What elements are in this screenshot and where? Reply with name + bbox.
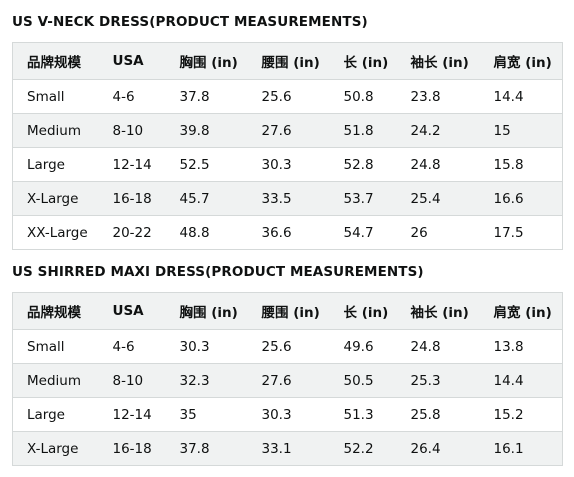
header-cell: 袖长 (in)	[396, 292, 480, 330]
table-cell: 27.6	[247, 363, 330, 398]
table-cell: 25.3	[396, 363, 480, 398]
table-cell: 52.2	[329, 431, 397, 466]
table-cell: 25.6	[247, 329, 330, 364]
table-cell: 4-6	[98, 79, 166, 114]
header-cell: 腰围 (in)	[247, 42, 330, 80]
table-cell: 49.6	[329, 329, 397, 364]
table-cell: Medium	[12, 363, 99, 398]
table-cell: 50.8	[329, 79, 397, 114]
table-cell: 8-10	[98, 113, 166, 148]
table-cell: 25.6	[247, 79, 330, 114]
table-cell: 16-18	[98, 431, 166, 466]
table-cell: 51.3	[329, 397, 397, 432]
table-cell: 54.7	[329, 215, 397, 250]
table-cell: 25.4	[396, 181, 480, 216]
header-cell: 胸围 (in)	[165, 292, 248, 330]
header-cell: 肩宽 (in)	[479, 292, 563, 330]
table-cell: 14.4	[479, 79, 563, 114]
table-cell: 52.5	[165, 147, 248, 182]
table-row: Medium 8-10 39.8 27.6 51.8 24.2 15	[12, 113, 563, 148]
table-cell: 4-6	[98, 329, 166, 364]
table-cell: X-Large	[12, 431, 99, 466]
table-cell: 23.8	[396, 79, 480, 114]
table-cell: 30.3	[247, 147, 330, 182]
header-cell: 胸围 (in)	[165, 42, 248, 80]
table-cell: Large	[12, 397, 99, 432]
table-cell: X-Large	[12, 181, 99, 216]
table-cell: 30.3	[165, 329, 248, 364]
table-cell: 39.8	[165, 113, 248, 148]
table-cell: 16.6	[479, 181, 563, 216]
table-cell: 13.8	[479, 329, 563, 364]
header-cell: 肩宽 (in)	[479, 42, 563, 80]
table-row: X-Large 16-18 37.8 33.1 52.2 26.4 16.1	[12, 431, 563, 466]
table-row: Large 12-14 35 30.3 51.3 25.8 15.2	[12, 397, 563, 432]
header-cell: 品牌规模	[12, 292, 99, 330]
table-cell: 15	[479, 113, 563, 148]
table-cell: 17.5	[479, 215, 563, 250]
table-cell: Small	[12, 329, 99, 364]
header-cell: USA	[98, 42, 166, 80]
table-cell: 30.3	[247, 397, 330, 432]
table-cell: 15.2	[479, 397, 563, 432]
table-cell: 36.6	[247, 215, 330, 250]
header-row: 品牌规模 USA 胸围 (in) 腰围 (in) 长 (in) 袖长 (in) …	[12, 42, 563, 80]
section-title: US SHIRRED MAXI DRESS(PRODUCT MEASUREMEN…	[12, 264, 424, 280]
maxi-section: US SHIRRED MAXI DRESS(PRODUCT MEASUREMEN…	[12, 262, 563, 466]
table-row: Small 4-6 37.8 25.6 50.8 23.8 14.4	[12, 79, 563, 114]
table-cell: 16-18	[98, 181, 166, 216]
table-cell: 24.8	[396, 147, 480, 182]
table-cell: 33.1	[247, 431, 330, 466]
header-cell: 腰围 (in)	[247, 292, 330, 330]
header-row: 品牌规模 USA 胸围 (in) 腰围 (in) 长 (in) 袖长 (in) …	[12, 292, 563, 330]
table-cell: 52.8	[329, 147, 397, 182]
table-row: Medium 8-10 32.3 27.6 50.5 25.3 14.4	[12, 363, 563, 398]
table-cell: 50.5	[329, 363, 397, 398]
table-cell: 8-10	[98, 363, 166, 398]
table-cell: 26.4	[396, 431, 480, 466]
table-cell: 20-22	[98, 215, 166, 250]
table-row: X-Large 16-18 45.7 33.5 53.7 25.4 16.6	[12, 181, 563, 216]
table-cell: 12-14	[98, 397, 166, 432]
table-cell: Small	[12, 79, 99, 114]
table-cell: 16.1	[479, 431, 563, 466]
header-cell: USA	[98, 292, 166, 330]
table-cell: Large	[12, 147, 99, 182]
table-row: XX-Large 20-22 48.8 36.6 54.7 26 17.5	[12, 215, 563, 250]
table-cell: 53.7	[329, 181, 397, 216]
table-cell: 24.8	[396, 329, 480, 364]
size-chart-table: 品牌规模 USA 胸围 (in) 腰围 (in) 长 (in) 袖长 (in) …	[12, 292, 563, 466]
table-cell: 14.4	[479, 363, 563, 398]
table-cell: 45.7	[165, 181, 248, 216]
table-cell: 37.8	[165, 79, 248, 114]
size-chart-table: 品牌规模 USA 胸围 (in) 腰围 (in) 长 (in) 袖长 (in) …	[12, 42, 563, 250]
header-cell: 长 (in)	[329, 42, 397, 80]
table-cell: 15.8	[479, 147, 563, 182]
vneck-section: US V-NECK DRESS(PRODUCT MEASUREMENTS) 品牌…	[12, 12, 563, 250]
header-cell: 袖长 (in)	[396, 42, 480, 80]
table-row: Large 12-14 52.5 30.3 52.8 24.8 15.8	[12, 147, 563, 182]
table-cell: 51.8	[329, 113, 397, 148]
table-cell: 27.6	[247, 113, 330, 148]
table-cell: 26	[396, 215, 480, 250]
table-cell: 12-14	[98, 147, 166, 182]
header-cell: 品牌规模	[12, 42, 99, 80]
table-cell: XX-Large	[12, 215, 99, 250]
table-cell: 33.5	[247, 181, 330, 216]
table-cell: 48.8	[165, 215, 248, 250]
table-cell: 37.8	[165, 431, 248, 466]
table-cell: Medium	[12, 113, 99, 148]
section-title: US V-NECK DRESS(PRODUCT MEASUREMENTS)	[12, 14, 368, 30]
table-cell: 25.8	[396, 397, 480, 432]
table-cell: 35	[165, 397, 248, 432]
table-cell: 24.2	[396, 113, 480, 148]
table-cell: 32.3	[165, 363, 248, 398]
table-row: Small 4-6 30.3 25.6 49.6 24.8 13.8	[12, 329, 563, 364]
header-cell: 长 (in)	[329, 292, 397, 330]
